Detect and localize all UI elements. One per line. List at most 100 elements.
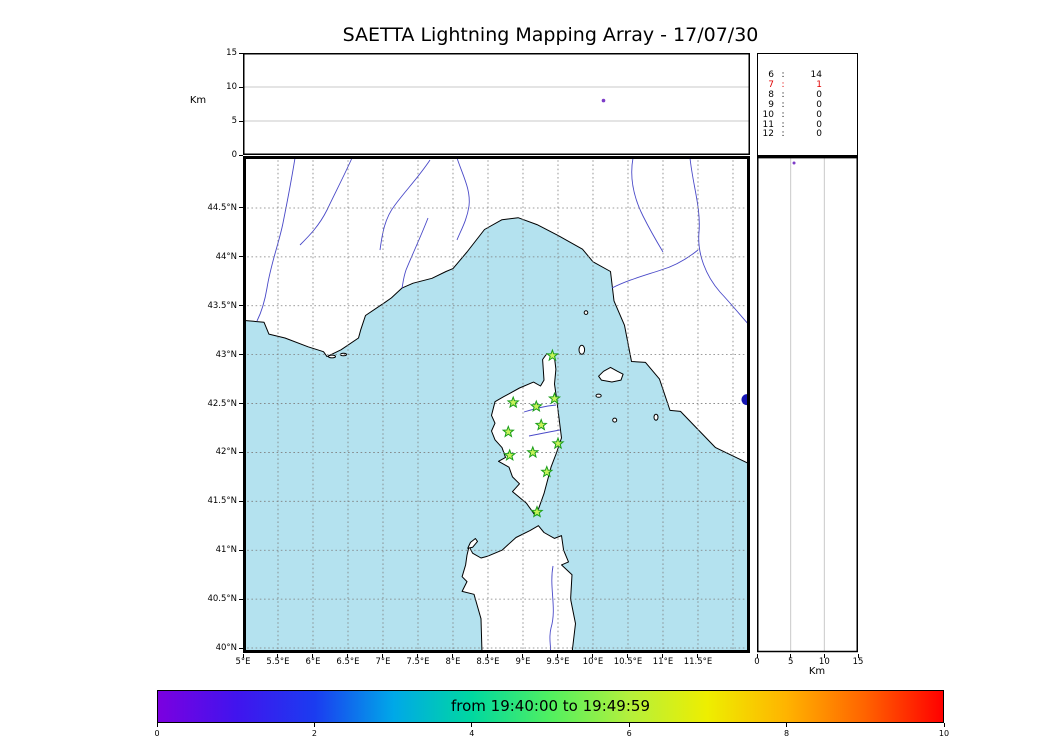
river xyxy=(528,429,561,437)
lon-tick-label: 9.5°E xyxy=(546,657,570,667)
lma-station-star xyxy=(534,418,548,431)
colorbar-tick-label: 4 xyxy=(469,729,475,738)
lon-tick-label: 5°E xyxy=(235,657,251,667)
lon-tick-label: 6°E xyxy=(305,657,321,667)
river xyxy=(299,157,353,246)
right-x-tick-label: 15 xyxy=(852,657,864,667)
lma-station-star xyxy=(545,348,559,362)
mainland-coast xyxy=(243,157,750,465)
lma-station-star xyxy=(530,505,544,518)
gorgona-island xyxy=(583,310,589,315)
altitude-vs-longitude-panel xyxy=(243,53,750,155)
stat-bin: 6 xyxy=(768,70,774,80)
lon-tick-label: 10.5°E xyxy=(613,657,643,667)
map-border xyxy=(243,156,750,653)
source-point xyxy=(792,161,796,165)
river xyxy=(456,157,470,241)
source-point xyxy=(601,98,606,103)
lon-tick xyxy=(522,653,524,658)
stats-rows: 6: 14 7: 1 8: 0 9: 0 10: 0 11: 0 12: 0 xyxy=(758,70,857,140)
asinara-island xyxy=(467,538,478,549)
lon-tick xyxy=(382,653,384,658)
right-panel-bg xyxy=(757,156,858,653)
right-x-tick xyxy=(790,653,792,658)
stat-row-7: 7: 1 xyxy=(758,79,857,91)
rivers xyxy=(256,157,750,653)
stat-row-6: 6: 14 xyxy=(758,70,857,81)
lon-tick xyxy=(347,653,349,658)
top-y-tick-label: 10 xyxy=(226,82,237,92)
lon-tick xyxy=(627,653,629,658)
river xyxy=(631,157,664,253)
lma-station-star xyxy=(506,395,520,409)
source-count-stats-panel: 6: 14 7: 1 8: 0 9: 0 10: 0 11: 0 12: 0 xyxy=(757,53,858,156)
stat-row-10: 10: 0 xyxy=(758,109,857,121)
capraia-island xyxy=(578,344,586,355)
top-y-tick-label: 0 xyxy=(231,150,237,160)
montecristo-island xyxy=(612,417,618,423)
lon-tick-label: 8°E xyxy=(445,657,461,667)
stat-bin: 10 xyxy=(762,109,774,120)
river xyxy=(401,217,429,289)
lon-tick xyxy=(242,653,244,658)
stat-separator: : xyxy=(781,129,785,140)
stat-separator: : xyxy=(781,79,785,90)
lon-tick-label: 8.5°E xyxy=(476,657,500,667)
stat-count: 0 xyxy=(816,89,822,100)
stat-count: 14 xyxy=(810,70,822,80)
lon-tick-label: 6.5°E xyxy=(336,657,360,667)
lat-tick-label: 41°N xyxy=(215,545,237,556)
lon-tick xyxy=(592,653,594,658)
lon-tick xyxy=(452,653,454,658)
lon-tick-label: 5.5°E xyxy=(266,657,290,667)
stat-count: 0 xyxy=(816,99,822,110)
lma-stations xyxy=(501,348,565,518)
stat-count: 0 xyxy=(816,129,822,140)
stat-row-12: 12: 0 xyxy=(758,130,857,140)
giglio-island xyxy=(653,413,659,421)
stat-bin: 12 xyxy=(762,129,774,140)
figure-title: SAETTA Lightning Mapping Array - 17/07/3… xyxy=(342,24,759,46)
lat-tick-label: 44°N xyxy=(215,251,237,262)
right-x-tick xyxy=(857,653,859,658)
map-grid xyxy=(243,156,750,653)
lon-tick-label: 11°E xyxy=(652,657,674,667)
lon-tick xyxy=(417,653,419,658)
lon-tick-label: 7.5°E xyxy=(406,657,430,667)
stat-separator: : xyxy=(781,99,785,110)
sardinia-island xyxy=(461,525,576,653)
time-colorbar: from 19:40:00 to 19:49:59 xyxy=(157,690,944,723)
lon-tick xyxy=(312,653,314,658)
altitude-vs-latitude-panel xyxy=(757,156,858,653)
lma-station-star xyxy=(551,436,565,450)
river xyxy=(689,157,750,327)
stat-bin: 7 xyxy=(768,79,774,90)
colorbar-tick xyxy=(313,723,315,727)
stat-separator: : xyxy=(781,109,785,120)
right-x-tick-label: 0 xyxy=(754,657,760,667)
stat-count: 1 xyxy=(816,79,822,90)
lma-station-star xyxy=(529,399,543,413)
lat-tick-label: 44.5°N xyxy=(207,202,237,213)
stat-bin: 11 xyxy=(762,119,774,130)
hyeres-islet xyxy=(340,352,347,357)
lma-station-star xyxy=(501,424,515,438)
colorbar-tick-label: 0 xyxy=(154,729,160,738)
colorbar-label: from 19:40:00 to 19:49:59 xyxy=(450,697,650,715)
lon-tick xyxy=(662,653,664,658)
lat-tick-label: 43.5°N xyxy=(207,300,237,311)
river xyxy=(523,404,557,413)
stat-separator: : xyxy=(781,119,785,130)
lon-tick-label: 9°E xyxy=(515,657,531,667)
stat-row-9: 9: 0 xyxy=(758,99,857,111)
lat-tick-label: 42.5°N xyxy=(207,398,237,409)
river xyxy=(256,157,296,322)
stat-bin: 9 xyxy=(768,99,774,110)
stat-count: 0 xyxy=(816,119,822,130)
colorbar-tick-label: 2 xyxy=(311,729,317,738)
colorbar-tick xyxy=(943,723,945,727)
colorbar-tick xyxy=(786,723,788,727)
lon-tick-label: 7°E xyxy=(375,657,391,667)
river xyxy=(549,565,554,653)
top-panel-ylabel: Km xyxy=(189,95,207,106)
